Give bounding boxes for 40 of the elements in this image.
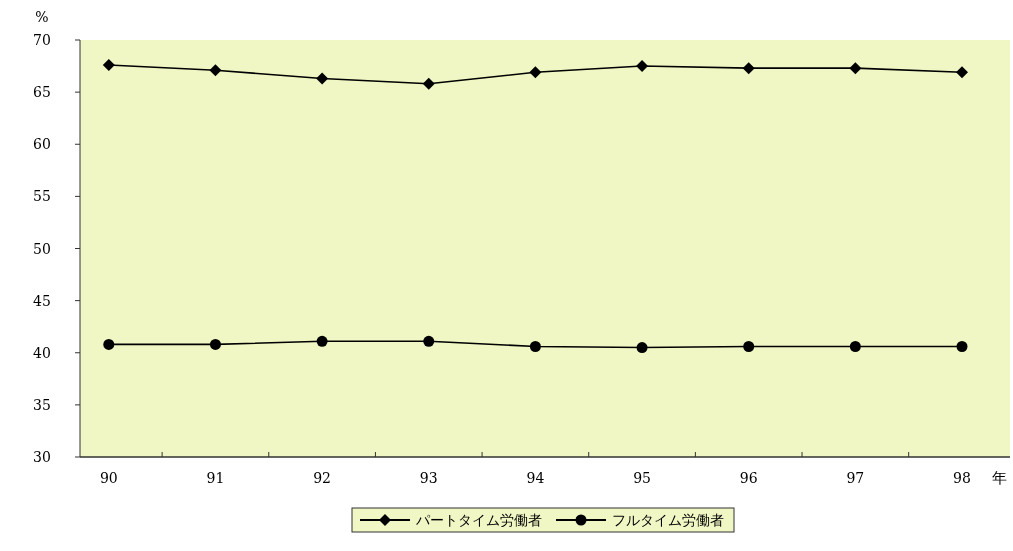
point: [423, 335, 435, 347]
point: [849, 62, 862, 75]
x-axis-title: 年: [991, 469, 1007, 487]
point: [316, 72, 329, 85]
point: [743, 341, 755, 352]
y-tick-label: 55: [33, 188, 51, 205]
legend-label: フルタイム労働者: [612, 512, 724, 528]
point: [956, 66, 969, 79]
point: [103, 338, 115, 350]
point: [316, 335, 328, 347]
point: [529, 341, 541, 352]
x-tick-label: 98: [953, 470, 971, 486]
x-tick-label: 90: [99, 470, 118, 486]
point: [956, 341, 968, 352]
y-tick-label: 40: [33, 344, 51, 361]
point: [209, 64, 222, 77]
point: [102, 59, 115, 72]
x-tick-label: 91: [206, 470, 225, 486]
y-tick-label: 70: [33, 32, 51, 48]
point: [742, 62, 755, 75]
y-axis-title: %: [35, 9, 49, 25]
y-tick-label: 50: [33, 240, 51, 257]
x-tick-label: 93: [419, 470, 438, 486]
point: [636, 342, 648, 354]
y-tick-label: 30: [33, 449, 51, 465]
point: [209, 338, 221, 350]
x-tick-label: 97: [846, 470, 865, 486]
legend-label: パートタイム労働者: [415, 512, 542, 528]
point: [422, 77, 435, 90]
x-tick-label: 92: [313, 470, 332, 486]
y-tick-label: 65: [33, 84, 51, 101]
y-tick-label: 45: [33, 292, 51, 309]
x-tick-label: 96: [739, 470, 758, 486]
point: [636, 60, 649, 73]
x-tick-label: 94: [526, 470, 545, 486]
x-tick-label: 95: [633, 470, 651, 486]
y-tick-label: 35: [33, 396, 51, 413]
point: [529, 66, 542, 79]
y-tick-label: 60: [33, 136, 51, 153]
point: [849, 341, 861, 352]
